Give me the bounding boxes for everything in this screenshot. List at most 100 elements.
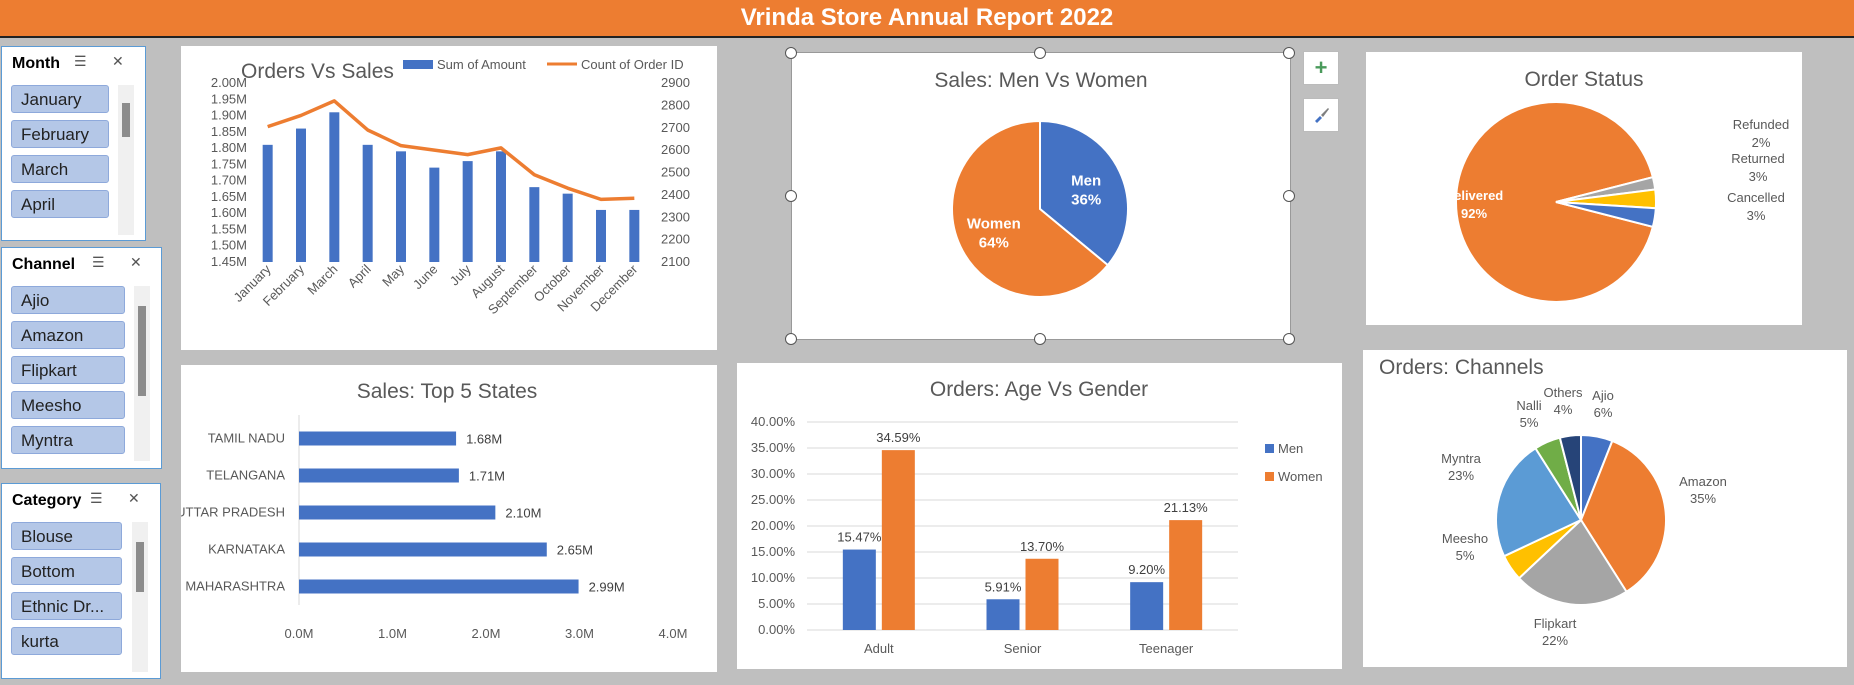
chart-styles-button[interactable] [1303, 98, 1339, 132]
y-tick-label: 1.85M [211, 124, 247, 139]
chart-top-5-states[interactable]: Sales: Top 5 States TAMIL NADU 1.68M TELAN… [176, 365, 717, 672]
y-tick-label: 10.00% [751, 570, 796, 585]
slicer-item-channel[interactable]: Flipkart [11, 356, 125, 384]
data-label: 1.68M [466, 432, 502, 447]
bar [299, 431, 457, 446]
chart-age-vs-gender[interactable]: Orders: Age Vs Gender Men Women 40.00% 35… [737, 363, 1342, 669]
chart-sales-men-vs-women[interactable]: Sales: Men Vs Women Men 36% Women 64% [791, 52, 1291, 340]
x-tick-label: 2.0M [472, 626, 501, 641]
chart-title: Orders Vs Sales [241, 60, 394, 83]
y2-tick-label: 2400 [661, 187, 690, 202]
slicer-month-scrollbar[interactable] [118, 85, 134, 235]
resize-handle[interactable] [1283, 333, 1295, 345]
slicer-item-category[interactable]: Ethnic Dr... [11, 592, 122, 620]
y-tick-label: 1.95M [211, 91, 247, 106]
resize-handle[interactable] [785, 47, 797, 59]
slice-percent: 6% [1594, 405, 1613, 420]
y-tick-label: 30.00% [751, 466, 796, 481]
multi-select-icon[interactable]: ☰ [92, 254, 105, 270]
slicer-item-channel[interactable]: Amazon [11, 321, 125, 349]
men-women-svg: Sales: Men Vs Women Men 36% Women 64% [934, 69, 1148, 298]
slicer-channel-scrollbar[interactable] [134, 286, 150, 461]
resize-handle[interactable] [1034, 333, 1046, 345]
bar [299, 542, 547, 557]
scroll-thumb[interactable] [136, 542, 144, 592]
resize-handle[interactable] [785, 190, 797, 202]
chart-orders-vs-sales[interactable]: Orders Vs Sales Sum of Amount Count of O… [181, 46, 717, 350]
y-tick-label: 5.00% [758, 596, 795, 611]
slicer-item-category[interactable]: Bottom [11, 557, 122, 585]
scroll-thumb[interactable] [122, 103, 130, 137]
slicer-channel[interactable]: Channel ☰ ✕ Ajio Amazon Flipkart Meesho … [1, 247, 162, 469]
bar [1130, 582, 1164, 630]
data-label: 5.91% [985, 579, 1022, 594]
y2-tick-label: 2600 [661, 142, 690, 157]
slice-label: Refunded [1733, 117, 1789, 132]
slicer-category-scrollbar[interactable] [132, 522, 148, 672]
legend-label: Sum of Amount [437, 57, 526, 72]
slice-percent: 3% [1749, 169, 1768, 184]
y-tick-label: 1.60M [211, 205, 247, 220]
pie-slice [1455, 101, 1655, 303]
chart-orders-channels[interactable]: Orders: Channels Ajio 6% Amazon 35% Flipkart… [1363, 350, 1847, 667]
slicer-month[interactable]: Month ☰ ✕ January February March April [1, 46, 146, 241]
top-states-svg: Sales: Top 5 States TAMIL NADU 1.68M TELAN… [176, 380, 688, 641]
slicer-item-channel[interactable]: Myntra [11, 426, 125, 454]
slice-label: Nalli [1516, 398, 1541, 413]
resize-handle[interactable] [1283, 190, 1295, 202]
slice-label: Returned [1731, 151, 1784, 166]
y-tick-label: TAMIL NADU [208, 431, 285, 446]
slicer-item-channel[interactable]: Meesho [11, 391, 125, 419]
bar [262, 144, 273, 262]
bar [462, 161, 473, 262]
bar [362, 144, 373, 262]
slice-percent: 64% [979, 235, 1009, 252]
chart-order-status[interactable]: Order Status Delivered 92% Refunded 2% Retur… [1366, 52, 1802, 325]
data-label: 21.13% [1164, 500, 1209, 515]
resize-handle[interactable] [1283, 47, 1295, 59]
slicer-item-month[interactable]: February [11, 120, 109, 148]
y2-tick-label: 2100 [661, 254, 690, 269]
slicer-item-month[interactable]: March [11, 155, 109, 183]
slicer-item-month[interactable]: April [11, 190, 109, 218]
slice-label: Delivered [1445, 188, 1504, 203]
resize-handle[interactable] [785, 333, 797, 345]
slicer-item-month[interactable]: January [11, 85, 109, 113]
y-tick-label: 25.00% [751, 492, 796, 507]
x-tick-label: March [304, 262, 340, 298]
chart-title: Orders: Channels [1379, 356, 1544, 379]
slice-label: Meesho [1442, 531, 1488, 546]
x-tick-label: 4.0M [659, 626, 688, 641]
bar [496, 151, 506, 262]
data-label: 34.59% [876, 430, 921, 445]
report-title-banner: Vrinda Store Annual Report 2022 [0, 0, 1854, 38]
chart-elements-button[interactable]: + [1303, 51, 1339, 85]
data-label: 15.47% [837, 530, 882, 545]
slice-percent: 36% [1071, 191, 1101, 208]
clear-filter-icon[interactable]: ✕ [112, 53, 124, 69]
y-tick-label: MAHARASHTRA [185, 579, 285, 594]
slicer-item-category[interactable]: Blouse [11, 522, 122, 550]
slice-percent: 3% [1747, 208, 1766, 223]
slice-label: Myntra [1441, 451, 1482, 466]
data-label: 1.71M [469, 469, 505, 484]
slice-percent: 92% [1461, 206, 1487, 221]
y-tick-label: 1.45M [211, 254, 247, 269]
y-tick-label: 1.80M [211, 140, 247, 155]
scroll-thumb[interactable] [138, 306, 146, 396]
y-tick-label: KARNATAKA [208, 542, 285, 557]
clear-filter-icon[interactable]: ✕ [128, 490, 140, 506]
slicer-category[interactable]: Category ☰ ✕ Blouse Bottom Ethnic Dr... … [1, 483, 161, 679]
bar [629, 209, 640, 262]
multi-select-icon[interactable]: ☰ [90, 490, 103, 506]
y-tick-label: 35.00% [751, 440, 796, 455]
slicer-item-category[interactable]: kurta [11, 627, 122, 655]
bar [529, 187, 540, 262]
multi-select-icon[interactable]: ☰ [74, 53, 87, 69]
age-gender-svg: Orders: Age Vs Gender Men Women 40.00% 35… [751, 378, 1323, 656]
chart-title: Sales: Top 5 States [357, 380, 538, 403]
order-status-svg: Order Status Delivered 92% Refunded 2%Retur… [1445, 68, 1789, 303]
slicer-item-channel[interactable]: Ajio [11, 286, 125, 314]
resize-handle[interactable] [1034, 47, 1046, 59]
clear-filter-icon[interactable]: ✕ [130, 254, 142, 270]
